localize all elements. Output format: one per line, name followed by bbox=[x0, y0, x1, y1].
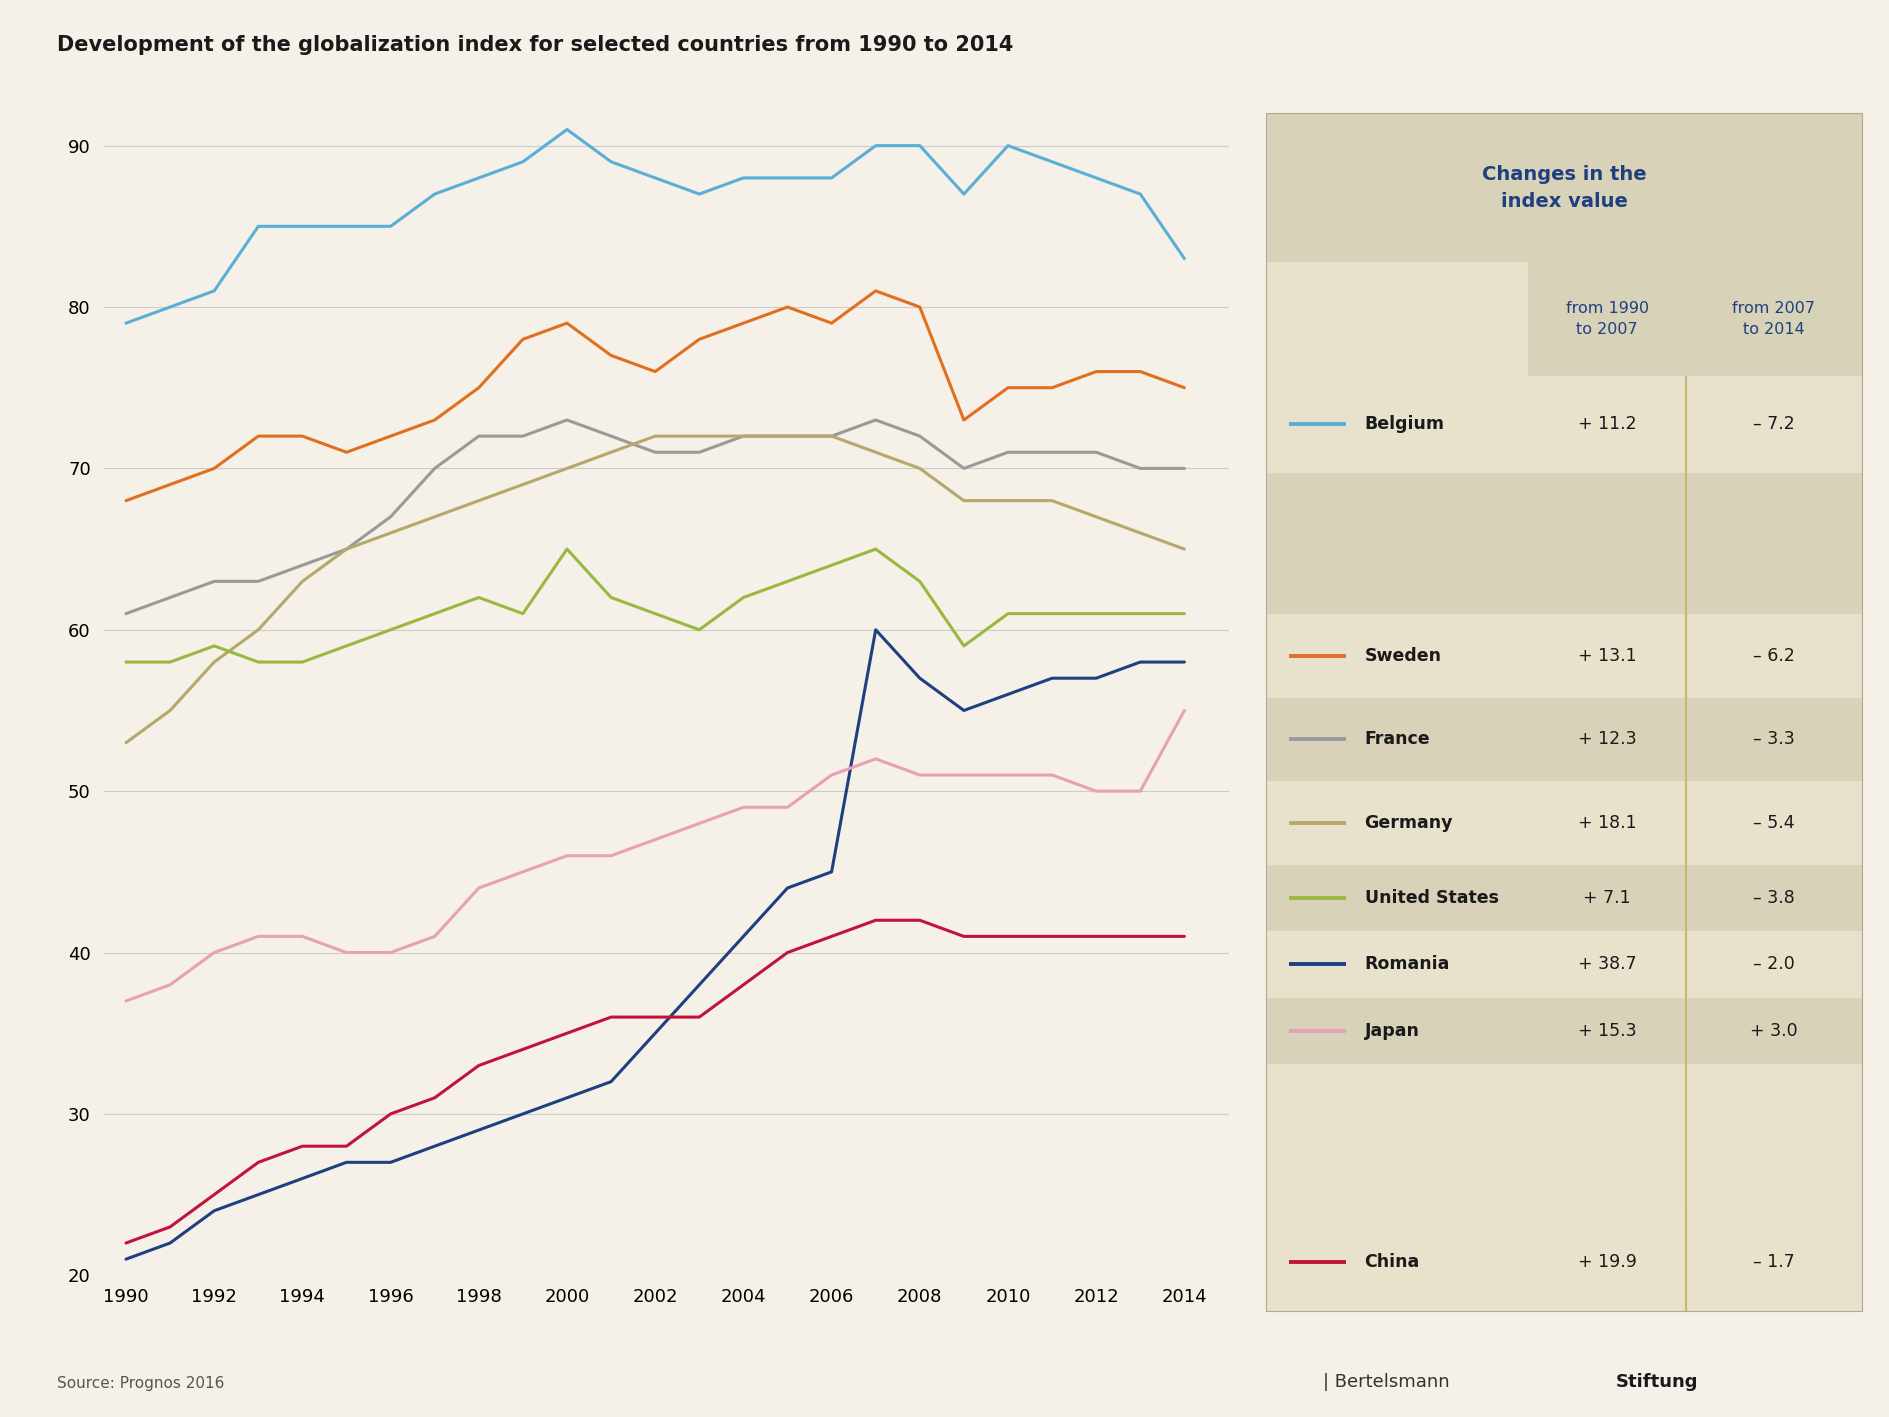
Text: France: France bbox=[1364, 730, 1430, 748]
Text: from 2007
to 2014: from 2007 to 2014 bbox=[1732, 300, 1813, 337]
Text: Romania: Romania bbox=[1364, 955, 1449, 973]
Text: + 7.1: + 7.1 bbox=[1583, 890, 1630, 907]
Text: + 18.1: + 18.1 bbox=[1577, 815, 1636, 832]
Text: from 1990
to 2007: from 1990 to 2007 bbox=[1564, 300, 1647, 337]
Text: Belgium: Belgium bbox=[1364, 415, 1443, 434]
Text: United States: United States bbox=[1364, 890, 1498, 907]
Text: – 3.8: – 3.8 bbox=[1751, 890, 1795, 907]
Text: + 15.3: + 15.3 bbox=[1577, 1022, 1636, 1040]
Text: + 38.7: + 38.7 bbox=[1577, 955, 1636, 973]
Text: + 3.0: + 3.0 bbox=[1749, 1022, 1796, 1040]
Text: – 6.2: – 6.2 bbox=[1751, 646, 1795, 665]
Text: Stiftung: Stiftung bbox=[1615, 1373, 1698, 1391]
Text: Japan: Japan bbox=[1364, 1022, 1419, 1040]
Text: + 19.9: + 19.9 bbox=[1577, 1253, 1636, 1271]
Text: Source: Prognos 2016: Source: Prognos 2016 bbox=[57, 1376, 225, 1391]
Text: – 7.2: – 7.2 bbox=[1751, 415, 1795, 434]
Text: Changes in the
index value: Changes in the index value bbox=[1481, 164, 1645, 211]
Text: Development of the globalization index for selected countries from 1990 to 2014: Development of the globalization index f… bbox=[57, 35, 1013, 55]
Text: + 11.2: + 11.2 bbox=[1577, 415, 1636, 434]
Text: – 2.0: – 2.0 bbox=[1751, 955, 1795, 973]
Text: – 5.4: – 5.4 bbox=[1753, 815, 1795, 832]
Text: – 1.7: – 1.7 bbox=[1751, 1253, 1795, 1271]
Text: | Bertelsmann: | Bertelsmann bbox=[1322, 1373, 1449, 1391]
Text: Germany: Germany bbox=[1364, 815, 1453, 832]
Text: China: China bbox=[1364, 1253, 1419, 1271]
Text: + 12.3: + 12.3 bbox=[1577, 730, 1636, 748]
Text: Sweden: Sweden bbox=[1364, 646, 1441, 665]
Text: + 13.1: + 13.1 bbox=[1577, 646, 1636, 665]
Text: – 3.3: – 3.3 bbox=[1751, 730, 1795, 748]
